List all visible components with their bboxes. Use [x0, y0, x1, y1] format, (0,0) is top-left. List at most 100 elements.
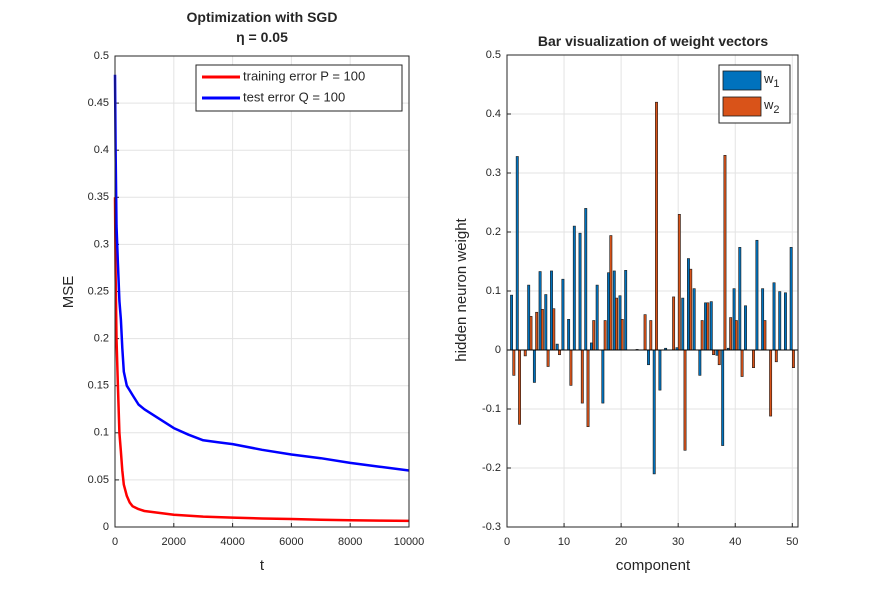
chart2-bar-w1	[578, 232, 582, 351]
chart2-bar-w1	[550, 270, 553, 351]
chart1-xlabel: t	[260, 557, 265, 574]
chart2-x-tick-label: 20	[615, 536, 627, 548]
chart2-bar-w2	[558, 349, 561, 356]
chart2-bar-w2	[740, 349, 744, 377]
chart2-y-tick-label: -0.1	[482, 403, 501, 415]
chart2-bar-w1	[709, 301, 713, 351]
chart2-bar-w1	[572, 225, 576, 351]
chart2-bar-w2	[546, 349, 550, 367]
chart2-ylabel: hidden neuron weight	[453, 217, 470, 361]
chart2-bar-w1	[732, 288, 736, 351]
chart2-axes-box	[506, 54, 799, 528]
chart2-bar-w1	[510, 294, 514, 351]
chart2-bar-w1	[687, 258, 690, 351]
chart2-x-tick-label: 40	[729, 536, 741, 548]
chart2-bar-w1	[527, 284, 531, 351]
chart1-y-tick-label: 0.4	[94, 144, 109, 156]
chart2-bar-w2	[512, 349, 516, 376]
chart-mse-plot: Optimization with SGD η = 0.05 t MSE 0 20…	[60, 9, 424, 574]
chart2-y-tick-label: -0.2	[482, 462, 501, 474]
chart2-y-tick-label: 0.5	[486, 49, 501, 61]
chart2-bar-w2	[729, 317, 733, 351]
chart2-bar-w1	[647, 349, 650, 366]
chart2-bar-w2	[603, 320, 607, 351]
chart2-bar-w2	[791, 349, 795, 369]
chart2-bar-w1	[612, 270, 616, 351]
chart2-bar-w2	[586, 349, 590, 427]
chart1-x-tick-label: 4000	[220, 536, 244, 548]
chart2-bar-w1	[618, 295, 622, 351]
chart2-y-tick-label: 0	[495, 344, 501, 356]
chart2-legend-swatch	[722, 70, 762, 91]
chart2-bar-w2	[689, 268, 693, 351]
chart2-bar-w2	[769, 349, 773, 417]
chart2-bar-w2	[592, 320, 596, 351]
chart2-xlabel: component	[616, 557, 691, 574]
chart2-legend-swatch	[722, 96, 762, 117]
chart1-legend-label: training error P = 100	[243, 68, 365, 83]
chart2-bar-w1	[721, 349, 725, 446]
chart2-bar-w1	[601, 349, 605, 404]
chart2-bar-w2	[649, 320, 653, 351]
chart2-bar-w2	[763, 320, 767, 351]
chart2-y-tick-label: 0.3	[486, 167, 501, 179]
chart2-bar-w1	[755, 239, 759, 351]
chart1-y-tick-label: 0.15	[88, 380, 109, 392]
chart2-bar-w2	[717, 349, 721, 366]
chart2-x-tick-label: 50	[786, 536, 798, 548]
chart2-bar-w2	[734, 320, 738, 351]
chart2-x-tick-label: 0	[504, 536, 510, 548]
chart1-y-tick-label: 0.5	[94, 50, 109, 62]
chart2-bar-w1	[561, 278, 565, 351]
chart2-bar-w2	[655, 101, 658, 351]
chart2-bar-w1	[715, 349, 719, 356]
chart1-series-line-2	[113, 74, 410, 472]
chart2-bar-w1	[692, 288, 696, 351]
chart2-bar-w2	[523, 349, 527, 357]
chart2-bar-w1	[789, 247, 793, 351]
chart2-bar-w1	[658, 349, 662, 391]
chart2-bar-w1	[538, 271, 542, 351]
chart1-y-tick-label: 0.2	[94, 333, 109, 345]
chart2-bar-w1	[584, 208, 588, 351]
chart2-bar-w2	[712, 349, 715, 356]
chart2-bar-w2	[580, 349, 584, 404]
chart2-x-tick-label: 10	[558, 536, 570, 548]
chart1-title: Optimization with SGD	[187, 9, 338, 25]
chart2-bar-w2	[615, 297, 618, 351]
chart1-series-line-1	[113, 197, 410, 523]
chart2-bar-w1	[624, 270, 628, 351]
chart1-legend-label: test error Q = 100	[243, 89, 345, 104]
chart2-bar-w1	[590, 342, 593, 351]
chart1-x-tick-label: 6000	[279, 536, 303, 548]
chart2-bar-w1	[738, 247, 742, 351]
chart2-bar-w1	[744, 305, 747, 351]
chart1-x-tick-label: 10000	[394, 536, 425, 548]
chart1-y-tick-label: 0	[103, 521, 109, 533]
chart1-y-tick-label: 0.45	[88, 97, 109, 109]
chart2-bar-w1	[652, 349, 656, 475]
chart1-subtitle: η = 0.05	[236, 29, 288, 45]
chart2-title: Bar visualization of weight vectors	[538, 33, 768, 49]
chart1-legend-box	[195, 64, 403, 112]
chart2-bar-w2	[643, 314, 647, 351]
chart2-y-tick-label: -0.3	[482, 521, 501, 533]
chart1-x-tick-label: 8000	[338, 536, 362, 548]
chart2-bar-w2	[677, 214, 681, 351]
chart-weight-bars: Bar visualization of weight vectors comp…	[453, 33, 799, 574]
chart2-y-tick-label: 0.2	[486, 226, 501, 238]
chart2-bar-w2	[706, 302, 710, 351]
chart2-bar-w2	[620, 319, 624, 351]
chart1-y-tick-label: 0.3	[94, 238, 109, 250]
chart2-bar-w2	[609, 235, 613, 351]
chart2-bar-w1	[778, 291, 782, 351]
chart2-bar-w2	[540, 308, 544, 351]
chart1-y-tick-label: 0.25	[88, 285, 109, 297]
chart2-bar-w1	[784, 292, 787, 351]
chart1-y-tick-label: 0.05	[88, 474, 109, 486]
chart2-bar-w2	[535, 311, 539, 351]
chart1-ylabel: MSE	[60, 276, 77, 309]
chart2-bar-w1	[761, 288, 765, 351]
